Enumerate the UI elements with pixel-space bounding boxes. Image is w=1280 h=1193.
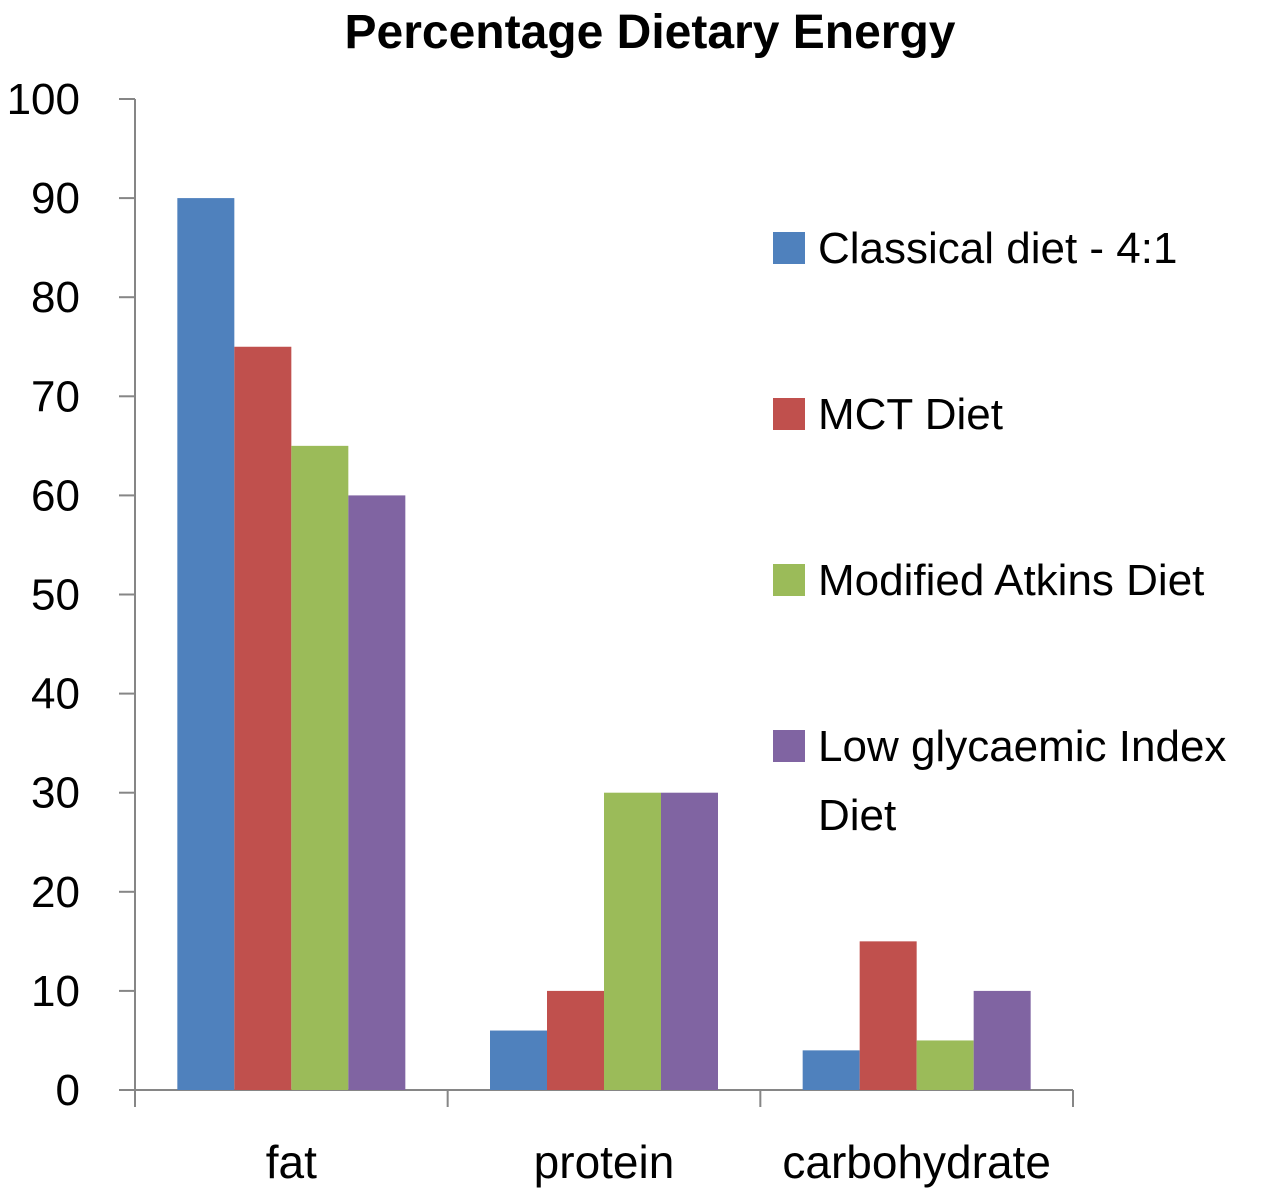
- x-category-label: fat: [266, 1136, 317, 1188]
- y-tick-label: 30: [31, 769, 80, 818]
- legend-swatch: [773, 398, 805, 430]
- legend-swatch: [773, 564, 805, 596]
- bars: [177, 198, 1031, 1091]
- x-category-label: carbohydrate: [782, 1136, 1051, 1188]
- y-tick-label: 40: [31, 670, 80, 719]
- legend-label-line: Diet: [818, 791, 896, 840]
- bar: [859, 941, 917, 1090]
- y-tick-label: 20: [31, 868, 80, 917]
- legend: Classical diet - 4:1 MCT Diet Modified Atk…: [773, 224, 1226, 840]
- y-tick-label: 10: [31, 967, 80, 1016]
- y-tick-label: 80: [31, 273, 80, 322]
- legend-label: Modified Atkins Diet: [818, 556, 1204, 605]
- legend-label-line: MCT Diet: [818, 390, 1003, 439]
- y-tick-label: 0: [56, 1066, 80, 1115]
- bar: [291, 445, 349, 1091]
- legend-label-line: Modified Atkins Diet: [818, 556, 1204, 605]
- legend-label: Classical diet - 4:1: [818, 224, 1177, 273]
- bar: [177, 198, 235, 1091]
- bar: [234, 346, 292, 1090]
- bar: [916, 1040, 974, 1090]
- bar: [973, 990, 1031, 1090]
- bar: [490, 1030, 547, 1090]
- legend-label: MCT Diet: [818, 390, 1003, 439]
- y-axis: 0 10 20 30 40 50 60 70 80 90 100: [7, 75, 136, 1115]
- legend-swatch: [773, 232, 805, 264]
- y-tick-label: 60: [31, 471, 80, 520]
- legend-label-line: Classical diet - 4:1: [818, 224, 1177, 273]
- bar: [348, 495, 406, 1090]
- x-axis: fat protein carbohydrate: [134, 1089, 1074, 1188]
- y-tick-label: 90: [31, 174, 80, 223]
- bar: [802, 1050, 860, 1090]
- chart-title: Percentage Dietary Energy: [345, 6, 956, 59]
- bar: [547, 990, 604, 1090]
- y-tick-label: 50: [31, 571, 80, 620]
- bar: [604, 792, 661, 1090]
- legend-swatch: [773, 730, 805, 762]
- x-category-label: protein: [534, 1136, 675, 1188]
- legend-label: Low glycaemic Index Diet: [818, 722, 1226, 840]
- y-tick-label: 100: [7, 75, 80, 124]
- y-tick-label: 70: [31, 372, 80, 421]
- bar: [661, 792, 718, 1090]
- legend-label-line: Low glycaemic Index: [818, 722, 1226, 771]
